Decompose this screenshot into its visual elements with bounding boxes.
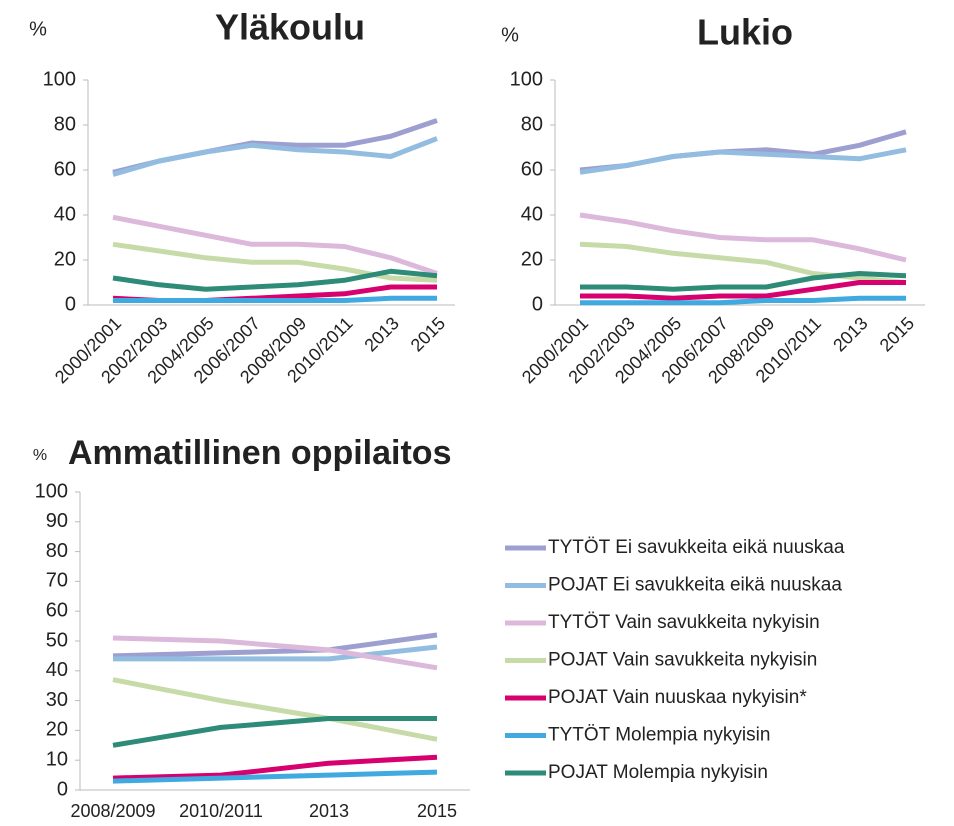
x-tick-label: 2013	[829, 313, 871, 355]
y-tick-label: 0	[532, 293, 543, 315]
legend-label: TYTÖT Vain savukkeita nykyisin	[548, 612, 820, 633]
y-tick-label: 100	[510, 68, 543, 90]
legend-label: POJAT Vain savukkeita nykyisin	[548, 650, 817, 671]
y-tick-label: 90	[46, 510, 68, 532]
y-tick-label: 40	[54, 203, 76, 225]
y-tick-label: 60	[521, 158, 543, 180]
series-line	[113, 644, 438, 662]
series-line	[580, 271, 907, 292]
x-tick-label: 2015	[876, 313, 918, 355]
x-tick-label: 2015	[407, 313, 449, 355]
y-tick-label: 30	[46, 689, 68, 711]
series-line	[113, 295, 437, 303]
legend-label: POJAT Ei savukkeita eikä nuuskaa	[548, 575, 842, 596]
series-line	[579, 241, 907, 285]
y-tick-label: 0	[57, 778, 68, 800]
chart-title: Lukio	[697, 12, 793, 53]
unit-label: %	[33, 447, 47, 464]
legend-label: TYTÖT Ei savukkeita eikä nuuskaa	[548, 537, 845, 558]
unit-label: %	[29, 18, 47, 40]
x-tick-label: 2015	[417, 801, 457, 821]
y-tick-label: 80	[46, 540, 68, 562]
series-line	[112, 635, 438, 671]
chart-title: Ammatillinen oppilaitos	[68, 434, 451, 472]
y-tick-label: 60	[46, 599, 68, 621]
x-tick-label: 2013	[360, 313, 402, 355]
y-tick-label: 100	[35, 480, 68, 502]
y-tick-label: 0	[65, 293, 76, 315]
y-tick-label: 60	[54, 158, 76, 180]
y-tick-label: 70	[46, 570, 68, 592]
y-tick-label: 20	[54, 248, 76, 270]
y-tick-label: 40	[521, 203, 543, 225]
y-tick-label: 50	[46, 629, 68, 651]
x-tick-label: 2010/2011	[179, 801, 263, 821]
x-tick-label: 2008/2009	[70, 801, 155, 821]
series-line	[579, 147, 907, 175]
y-tick-label: 80	[54, 113, 76, 135]
chart-title: Yläkoulu	[215, 7, 365, 48]
series-line	[112, 136, 438, 177]
y-tick-label: 10	[46, 748, 68, 770]
series-line	[580, 280, 906, 301]
series-line	[580, 295, 906, 306]
series-line	[579, 212, 907, 263]
series-line	[112, 716, 437, 748]
series-line	[112, 677, 438, 742]
series-line	[112, 214, 438, 276]
y-tick-label: 40	[46, 659, 68, 681]
x-tick-label: 2013	[309, 801, 349, 821]
y-tick-label: 20	[46, 719, 68, 741]
legend-label: POJAT Vain nuuskaa nykyisin*	[548, 687, 807, 708]
series-line	[112, 268, 438, 292]
series-line	[112, 632, 438, 659]
legend-label: POJAT Molempia nykyisin	[548, 762, 768, 783]
y-tick-label: 80	[521, 113, 543, 135]
unit-label: %	[501, 24, 519, 46]
y-tick-label: 20	[521, 248, 543, 270]
y-tick-label: 100	[43, 68, 76, 90]
series-line	[112, 769, 438, 784]
legend-label: TYTÖT Molempia nykyisin	[548, 725, 770, 746]
series-line	[112, 754, 438, 781]
series-line	[112, 241, 438, 283]
